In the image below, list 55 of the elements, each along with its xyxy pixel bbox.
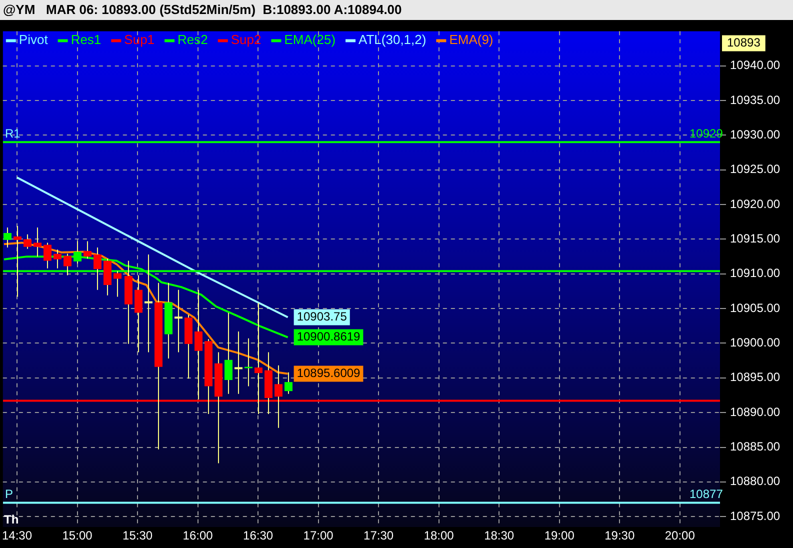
legend-label: Sup2 [230, 32, 262, 47]
x-tick-label: 18:00 [424, 528, 454, 543]
candlestick [34, 226, 42, 258]
chart-title: @YM MAR 06: 10893.00 (5Std52Min/5m) B:10893.00 A:10894.00 [0, 0, 793, 20]
y-tick-label: 10920.00 [730, 196, 780, 211]
candlestick [44, 242, 52, 269]
x-tick-label: 20:00 [664, 528, 696, 543]
x-tick-label: 15:30 [122, 528, 153, 543]
y-tick-label: 10915.00 [730, 232, 780, 246]
legend-label: ATL(30,1,2) [358, 32, 426, 47]
x-tick-label: 16:00 [182, 528, 214, 543]
y-tick-label: 10925.00 [730, 162, 780, 176]
candlestick [284, 372, 292, 394]
y-tick-label: 10900.00 [730, 336, 780, 350]
legend-label: EMA(9) [449, 32, 494, 47]
y-tick-label: 10930.00 [730, 128, 780, 142]
legend-label: Res2 [178, 32, 208, 47]
y-tick-label: 10885.00 [730, 440, 780, 454]
candlestick [64, 253, 72, 276]
data-label: 10877 [690, 487, 724, 502]
candlestick [24, 234, 32, 250]
x-tick-label: 17:00 [303, 528, 334, 543]
candlestick [94, 247, 102, 290]
y-tick-label: 10875.00 [730, 508, 780, 523]
candlestick [14, 226, 22, 298]
candlestick [134, 274, 142, 353]
legend-label: Pivot [18, 32, 48, 47]
legend-label: Res1 [70, 32, 102, 47]
annotation: P [4, 487, 13, 502]
annotation: Th [4, 512, 19, 526]
candlestick [4, 226, 12, 248]
data-label: 10900.8619 [296, 330, 361, 344]
y-tick-label: 10935.00 [730, 92, 780, 107]
candlestick [54, 249, 62, 269]
x-tick-label: 19:30 [604, 528, 635, 543]
legend-label: Sup1 [124, 32, 155, 47]
annotation: R1 [4, 126, 21, 140]
candlestick [114, 270, 122, 298]
x-tick-label: 19:00 [544, 528, 575, 543]
y-tick-label: 10905.00 [730, 300, 780, 315]
y-tick-label: 10880.00 [730, 474, 780, 488]
y-tick-label: 10910.00 [730, 266, 780, 280]
data-label: 10895.6009 [296, 366, 361, 380]
y-tick-label: 10890.00 [730, 404, 780, 419]
x-tick-label: 16:30 [243, 528, 274, 543]
y-tick-label: 10895.00 [730, 370, 780, 384]
x-tick-label: 18:30 [484, 528, 514, 543]
x-tick-label: 15:00 [62, 528, 93, 543]
text: 10893 [727, 36, 761, 50]
legend-label: EMA(25) [284, 32, 336, 47]
y-tick-label: 10940.00 [730, 58, 780, 72]
x-tick-label: 17:30 [364, 528, 394, 543]
x-tick-label: 14:30 [2, 528, 32, 543]
data-label: 10903.75 [296, 310, 348, 324]
candlestick [84, 240, 92, 260]
